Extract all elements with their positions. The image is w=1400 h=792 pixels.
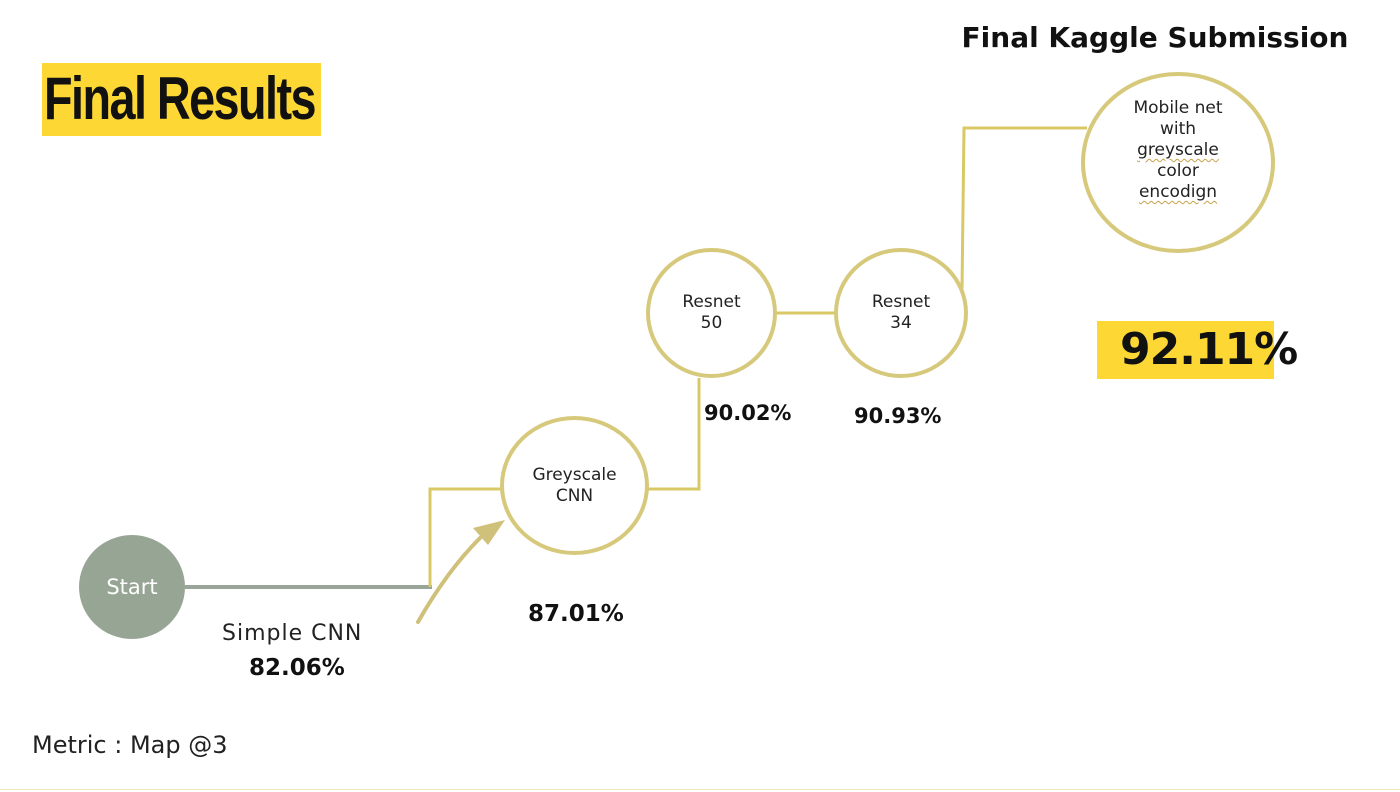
resnet50-node: Resnet 50	[646, 248, 777, 378]
step-connector-2	[648, 378, 701, 491]
resnet34-node: Resnet 34	[834, 248, 968, 378]
start-label: Start	[106, 575, 158, 599]
mobilenet-label-4: color	[1157, 161, 1199, 181]
mobilenet-label-2: with	[1159, 119, 1197, 139]
mobilenet-label-1: Mobile net	[1133, 98, 1223, 118]
start-node: Start	[79, 535, 185, 639]
page-title: Final Results	[44, 65, 317, 132]
kaggle-submission-title: Final Kaggle Submission	[961, 21, 1349, 54]
resnet34-label-2: 34	[890, 313, 912, 333]
resnet50-label-1: Resnet	[682, 292, 741, 312]
bottom-divider	[0, 789, 1400, 790]
final-score-highlight	[1097, 321, 1274, 379]
arrow-head	[473, 520, 505, 545]
resnet50-score: 90.02%	[704, 401, 792, 425]
final-score: 92.11%	[1120, 324, 1298, 375]
metric-label: Metric : Map @3	[32, 731, 228, 759]
simple-cnn-label: Simple CNN	[222, 621, 363, 646]
greyscale-cnn-score: 87.01%	[528, 601, 624, 627]
mobilenet-node: Mobile net with greyscale color encodign	[1081, 72, 1275, 253]
mobilenet-label-5: encodign	[1138, 182, 1218, 202]
resnet34-score: 90.93%	[854, 404, 942, 428]
simple-cnn-score: 82.06%	[249, 655, 345, 681]
step-connector-1	[428, 487, 502, 587]
mobilenet-label-3: greyscale	[1137, 140, 1219, 160]
step-connector-4	[960, 126, 1087, 291]
arrow-curve	[416, 536, 482, 624]
resnet50-label-2: 50	[700, 313, 723, 333]
greyscale-cnn-label-2: CNN	[555, 485, 594, 506]
greyscale-cnn-node: Greyscale CNN	[500, 416, 649, 555]
title-highlight: Final Results	[42, 63, 321, 136]
greyscale-cnn-label-1: Greyscale	[532, 464, 617, 485]
resnet34-label-1: Resnet	[871, 292, 931, 312]
